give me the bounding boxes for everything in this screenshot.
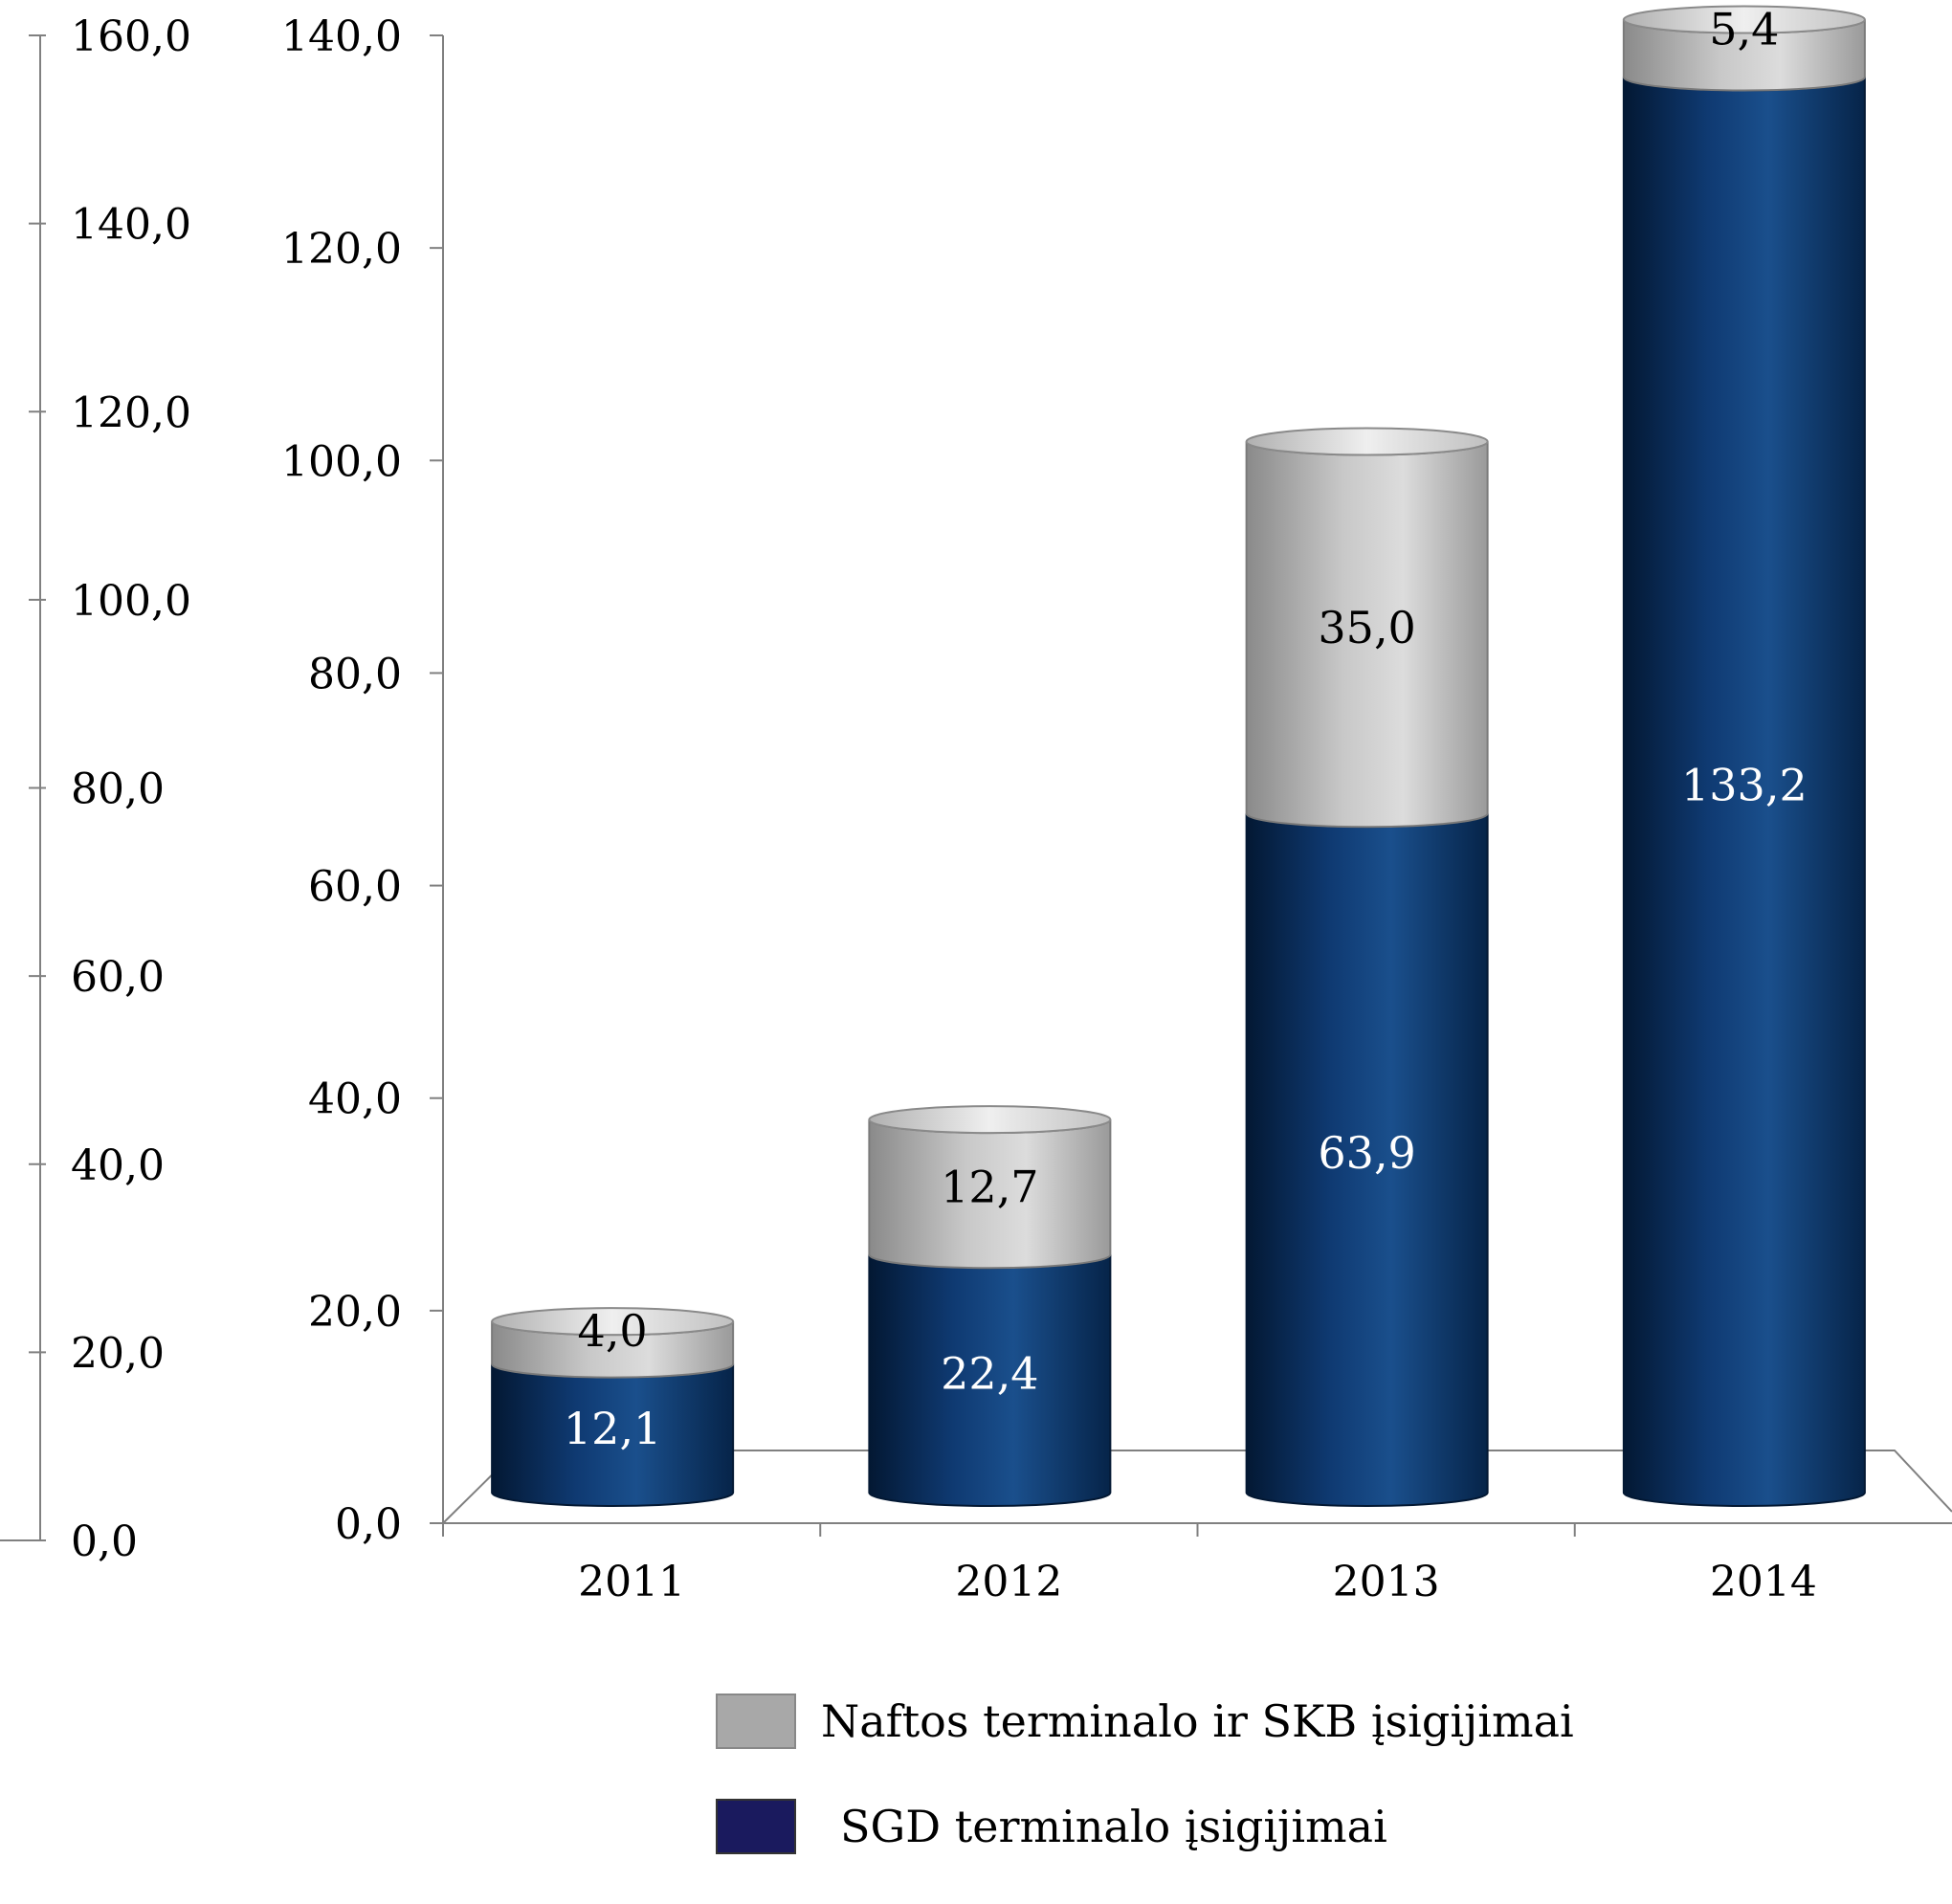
bar-stack-2011: 12,1 4,0 xyxy=(491,1305,735,1507)
data-label: 35,0 xyxy=(1318,602,1415,653)
x-axis-label-2012: 2012 xyxy=(955,1558,1062,1606)
secondary-axis-tick-label: 160,0 xyxy=(71,12,191,61)
bar-top-cap xyxy=(1245,427,1489,456)
legend-swatch-sgd xyxy=(716,1799,796,1854)
primary-y-axis: 0,0 20,0 40,0 60,0 80,0 100,0 120,0 140,0 xyxy=(281,12,444,1549)
secondary-y-axis: 0,0 20,0 40,0 60,0 80,0 100,0 120,0 140,0 160,0 xyxy=(0,12,191,1566)
primary-axis-tick-label: 100,0 xyxy=(281,437,402,486)
data-label: 4,0 xyxy=(578,1305,648,1357)
legend-swatch-naftos xyxy=(716,1694,796,1749)
bar-stack-2012: 22,4 12,7 xyxy=(868,1105,1112,1507)
bar-stack-2014: 133,2 5,4 xyxy=(1622,4,1866,1507)
x-axis-label-2013: 2013 xyxy=(1333,1558,1440,1606)
secondary-axis-tick-label: 60,0 xyxy=(71,953,165,1002)
bar-stack-2013: 63,9 35,0 xyxy=(1245,427,1489,1507)
floor-back-edge xyxy=(442,1450,1952,1524)
data-label: 22,4 xyxy=(941,1348,1038,1400)
bars: 12,1 4,0 22,4 12,7 63,9 35,0 133,2 5,4 xyxy=(491,4,1866,1507)
x-axis-label-2011: 2011 xyxy=(578,1558,685,1606)
bar-top-cap xyxy=(491,1307,735,1337)
primary-axis-tick-label: 120,0 xyxy=(281,225,402,274)
primary-axis-tick-label: 80,0 xyxy=(308,650,402,698)
secondary-axis-tick-label: 80,0 xyxy=(71,765,165,814)
legend-label-naftos: Naftos terminalo ir SKB įsigijimai xyxy=(821,1695,1574,1747)
data-label: 133,2 xyxy=(1681,759,1808,810)
legend-label-sgd: SGD terminalo įsigijimai xyxy=(840,1801,1387,1852)
secondary-axis-tick-label: 40,0 xyxy=(71,1141,165,1190)
bar-top-cap xyxy=(1622,5,1866,34)
data-label: 5,4 xyxy=(1709,4,1779,55)
secondary-axis-tick-label: 100,0 xyxy=(71,577,191,626)
secondary-axis-tick-label: 140,0 xyxy=(71,201,191,250)
bar-top-cap xyxy=(868,1105,1112,1135)
secondary-axis-tick-label: 0,0 xyxy=(71,1517,138,1566)
primary-axis-tick-label: 0,0 xyxy=(335,1500,402,1549)
data-label: 12,7 xyxy=(941,1162,1038,1213)
secondary-axis-tick-label: 20,0 xyxy=(71,1329,165,1378)
primary-axis-tick-label: 140,0 xyxy=(281,12,402,61)
data-label: 12,1 xyxy=(564,1403,661,1454)
primary-axis-tick-label: 20,0 xyxy=(308,1288,402,1337)
secondary-axis-tick-label: 120,0 xyxy=(71,388,191,437)
x-axis-label-2014: 2014 xyxy=(1710,1558,1817,1606)
data-label: 63,9 xyxy=(1318,1127,1415,1179)
primary-axis-tick-label: 60,0 xyxy=(308,863,402,912)
x-axis-labels: 2011 2012 2013 2014 xyxy=(442,1523,1817,1606)
primary-axis-tick-label: 40,0 xyxy=(308,1075,402,1124)
